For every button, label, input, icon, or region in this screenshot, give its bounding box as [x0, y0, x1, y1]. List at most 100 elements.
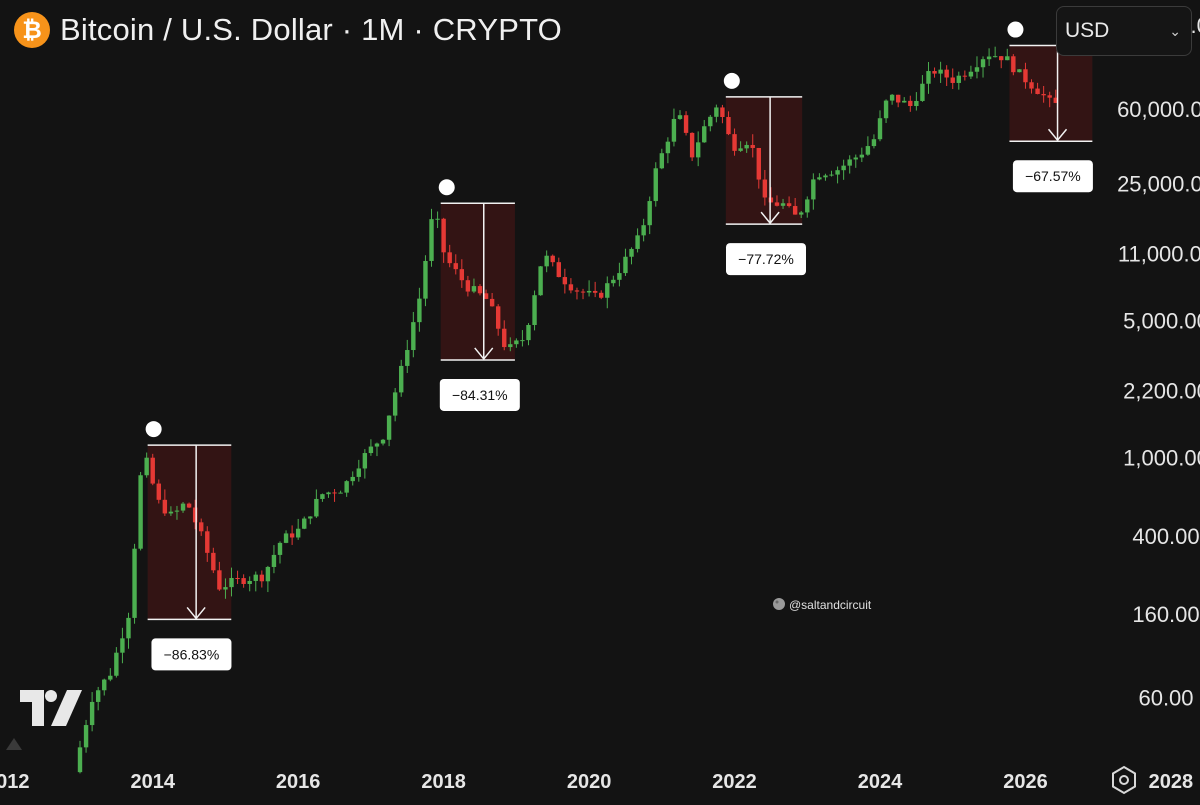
- candle-body: [962, 75, 968, 77]
- candle-body: [732, 134, 737, 151]
- page-title: Bitcoin / U.S. Dollar · 1M · CRYPTO: [60, 12, 562, 47]
- candle-body: [120, 638, 125, 653]
- candle-body: [556, 262, 561, 278]
- candle-body: [986, 56, 992, 60]
- candle-body: [514, 340, 519, 345]
- candle-body: [659, 153, 665, 169]
- candle-body: [132, 548, 137, 618]
- candle-body: [805, 199, 810, 213]
- candles: [77, 46, 1058, 774]
- candle-body: [229, 577, 234, 588]
- candle-body: [108, 675, 113, 680]
- candle-body: [89, 701, 95, 726]
- candle-body: [350, 476, 355, 482]
- candle-body: [502, 328, 507, 348]
- y-tick-label: 25,000.00: [1117, 171, 1200, 196]
- candle-body: [611, 279, 616, 284]
- candle-body: [944, 69, 949, 78]
- candle-body: [411, 322, 416, 351]
- candle-body: [768, 197, 774, 203]
- moon-avatar-icon: [773, 598, 785, 610]
- candle-body: [871, 139, 877, 147]
- candle-body: [217, 570, 222, 590]
- candle-body: [726, 117, 731, 135]
- hexagon-settings-icon[interactable]: [1108, 764, 1140, 796]
- candle-body: [550, 255, 555, 263]
- candle-body: [465, 280, 471, 292]
- candle-body: [883, 100, 889, 119]
- candle-body: [526, 325, 531, 341]
- candle-body: [580, 291, 586, 293]
- candle-body: [253, 574, 258, 581]
- candle-body: [162, 499, 168, 514]
- peak-marker: [723, 72, 740, 89]
- x-tick-label: 2024: [858, 771, 903, 793]
- candle-body: [599, 292, 604, 298]
- peak-marker: [438, 179, 455, 196]
- candle-body: [435, 218, 440, 220]
- peak-marker: [145, 421, 162, 438]
- candle-body: [889, 94, 895, 101]
- x-tick-label: 2026: [1003, 771, 1048, 793]
- candle-body: [83, 725, 89, 748]
- chevron-down-icon: ⌄: [1169, 22, 1181, 39]
- x-tick-label: 2028: [1149, 771, 1194, 793]
- candle-body: [241, 578, 246, 584]
- small-triangle-icon: [6, 738, 22, 750]
- x-tick-label: 2016: [276, 771, 321, 793]
- candle-body: [623, 256, 628, 274]
- candle-body: [853, 157, 858, 160]
- candle-body: [817, 177, 822, 180]
- y-tick-label: 5,000.00: [1123, 309, 1200, 334]
- watermark-text: @saltandcircuit: [789, 598, 872, 612]
- candle-body: [453, 263, 458, 270]
- arrow-head-icon: [474, 347, 494, 361]
- candle-body: [586, 290, 592, 293]
- candle-body: [126, 617, 131, 639]
- drawdown-label-box: [151, 638, 232, 671]
- candle-body: [102, 679, 107, 691]
- candle-body: [332, 492, 337, 494]
- drawdown-box: [1009, 45, 1093, 142]
- candle-body: [180, 503, 186, 511]
- candle-body: [708, 116, 713, 127]
- candle-body: [999, 56, 1004, 61]
- y-axis: 160,000.0060,000.0025,000.0011,000.005,0…: [1111, 13, 1200, 710]
- x-tick-label: 2022: [712, 771, 757, 793]
- candle-body: [1023, 69, 1028, 83]
- candle-body: [150, 457, 155, 484]
- candle-body: [1053, 97, 1058, 103]
- candle-body: [605, 283, 610, 298]
- currency-value: USD: [1065, 19, 1110, 42]
- candle-body: [144, 457, 149, 476]
- candle-body: [780, 203, 786, 206]
- drawdown-label-box: [1012, 160, 1093, 193]
- candle-body: [114, 652, 119, 676]
- tradingview-logo-icon[interactable]: [20, 690, 82, 726]
- candle-body: [211, 552, 216, 571]
- candle-body: [677, 115, 683, 119]
- candle-body: [859, 154, 865, 158]
- candle-body: [932, 71, 937, 74]
- candle-body: [908, 100, 913, 107]
- y-tick-label: 60,000.00: [1117, 97, 1200, 122]
- drawdown-label-box: [726, 243, 806, 276]
- candle-body: [756, 147, 761, 180]
- candle-body: [289, 533, 295, 538]
- candle-body: [386, 415, 392, 440]
- candle-body: [544, 255, 549, 267]
- candle-body: [902, 100, 907, 103]
- candle-body: [568, 284, 574, 291]
- drawdown-box: [147, 445, 232, 620]
- candle-body: [774, 202, 780, 206]
- candle-body: [156, 483, 161, 500]
- candle-body: [495, 306, 501, 329]
- y-tick-label: 160.00: [1132, 602, 1199, 627]
- candle-body: [538, 266, 543, 296]
- candle-body: [356, 468, 361, 477]
- candle-body: [247, 580, 252, 584]
- candle-body: [665, 141, 671, 154]
- candle-body: [199, 522, 204, 532]
- currency-select[interactable]: USD ⌄: [1056, 6, 1192, 56]
